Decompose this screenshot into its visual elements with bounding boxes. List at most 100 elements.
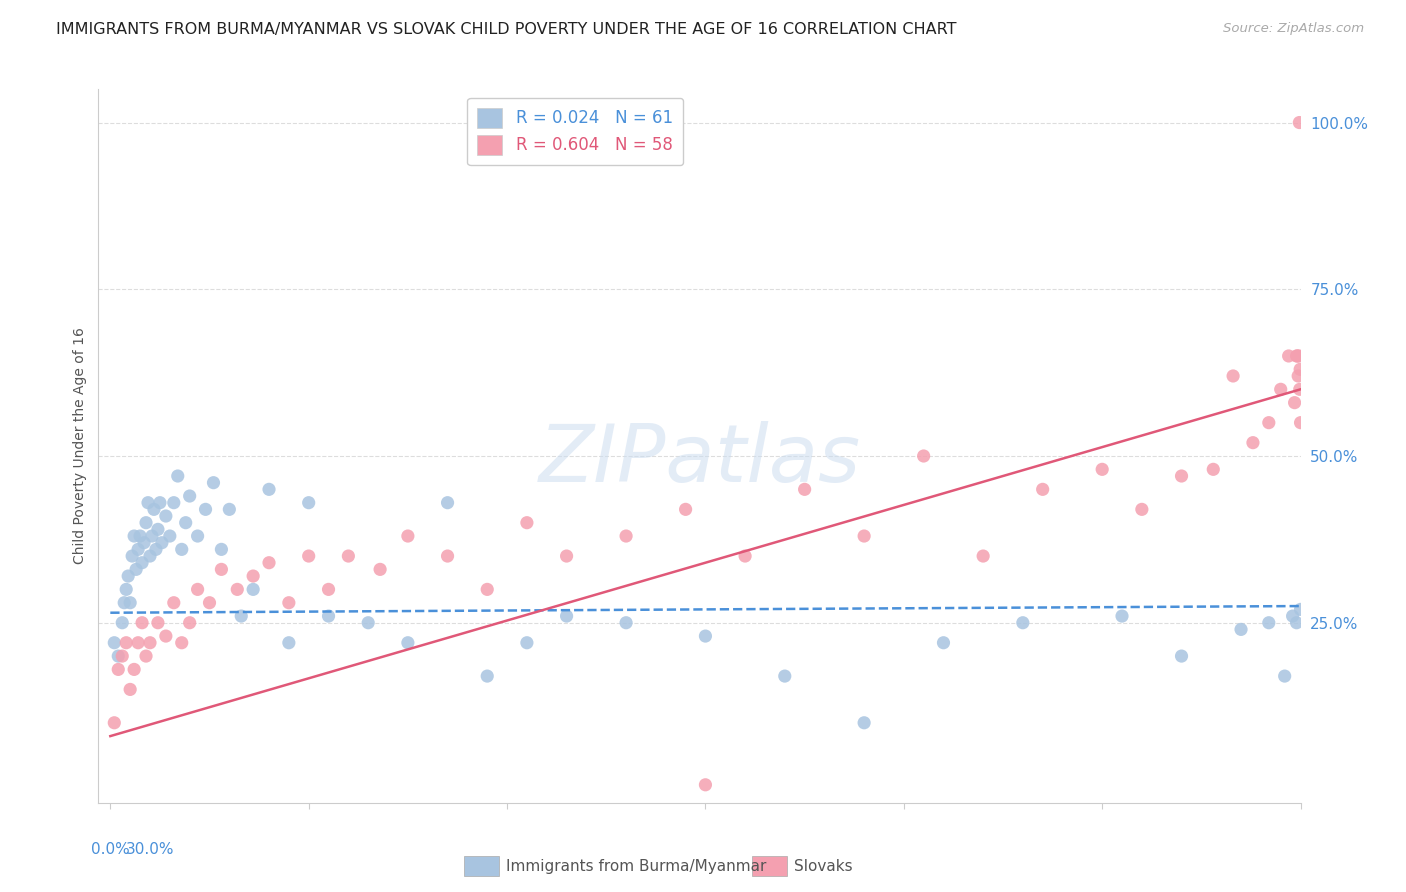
- Point: [1286, 349, 1309, 363]
- Point: [163, 496, 186, 510]
- Point: [614, 529, 637, 543]
- Point: [198, 596, 221, 610]
- Text: Slovaks: Slovaks: [794, 859, 853, 873]
- Point: [174, 516, 197, 530]
- Point: [146, 522, 169, 536]
- Point: [1111, 609, 1133, 624]
- Point: [912, 449, 935, 463]
- Point: [127, 636, 149, 650]
- Point: [107, 662, 129, 676]
- Point: [187, 582, 209, 597]
- Point: [1230, 623, 1253, 637]
- Point: [1032, 483, 1054, 497]
- Point: [277, 596, 299, 610]
- Point: [1257, 615, 1279, 630]
- Point: [115, 636, 138, 650]
- Point: [131, 615, 153, 630]
- Point: [187, 529, 209, 543]
- Point: [1222, 368, 1244, 383]
- Point: [477, 669, 499, 683]
- Point: [695, 778, 717, 792]
- Text: Source: ZipAtlas.com: Source: ZipAtlas.com: [1223, 22, 1364, 36]
- Point: [1288, 382, 1310, 396]
- Point: [734, 549, 756, 563]
- Point: [1011, 615, 1033, 630]
- Point: [125, 562, 148, 576]
- Point: [120, 682, 142, 697]
- Legend: R = 0.024   N = 61, R = 0.604   N = 58: R = 0.024 N = 61, R = 0.604 N = 58: [467, 97, 683, 165]
- Point: [163, 596, 186, 610]
- Point: [396, 529, 419, 543]
- Point: [773, 669, 796, 683]
- Y-axis label: Child Poverty Under the Age of 16: Child Poverty Under the Age of 16: [73, 327, 87, 565]
- Point: [209, 542, 232, 557]
- Point: [231, 609, 253, 624]
- Point: [1288, 115, 1310, 129]
- Point: [436, 549, 458, 563]
- Point: [298, 549, 321, 563]
- Point: [170, 542, 193, 557]
- Point: [1285, 349, 1308, 363]
- Point: [1130, 502, 1153, 516]
- Point: [111, 649, 134, 664]
- Text: Immigrants from Burma/Myanmar: Immigrants from Burma/Myanmar: [506, 859, 766, 873]
- Point: [357, 615, 380, 630]
- Point: [477, 582, 499, 597]
- Point: [145, 542, 167, 557]
- Point: [1284, 395, 1306, 409]
- Point: [257, 483, 280, 497]
- Point: [675, 502, 697, 516]
- Point: [112, 596, 135, 610]
- Point: [103, 715, 125, 730]
- Point: [1286, 368, 1309, 383]
- Point: [146, 615, 169, 630]
- Point: [218, 502, 240, 516]
- Point: [135, 649, 157, 664]
- Point: [1289, 416, 1312, 430]
- Point: [202, 475, 225, 490]
- Point: [149, 496, 172, 510]
- Point: [1257, 416, 1279, 430]
- Point: [853, 715, 876, 730]
- Point: [155, 509, 177, 524]
- Point: [121, 549, 143, 563]
- Point: [1170, 649, 1192, 664]
- Point: [695, 629, 717, 643]
- Point: [1278, 349, 1301, 363]
- Point: [194, 502, 217, 516]
- Point: [226, 582, 249, 597]
- Point: [614, 615, 637, 630]
- Point: [150, 535, 173, 549]
- Text: 0.0%: 0.0%: [91, 842, 129, 857]
- Point: [1274, 669, 1296, 683]
- Point: [107, 649, 129, 664]
- Point: [170, 636, 193, 650]
- Point: [368, 562, 391, 576]
- Point: [257, 556, 280, 570]
- Point: [1270, 382, 1292, 396]
- Point: [179, 615, 201, 630]
- Point: [209, 562, 232, 576]
- Point: [111, 615, 134, 630]
- Point: [1289, 362, 1312, 376]
- Point: [318, 609, 340, 624]
- Text: IMMIGRANTS FROM BURMA/MYANMAR VS SLOVAK CHILD POVERTY UNDER THE AGE OF 16 CORREL: IMMIGRANTS FROM BURMA/MYANMAR VS SLOVAK …: [56, 22, 956, 37]
- Point: [117, 569, 139, 583]
- Point: [122, 662, 145, 676]
- Point: [436, 496, 458, 510]
- Point: [122, 529, 145, 543]
- Point: [136, 496, 159, 510]
- Point: [179, 489, 201, 503]
- Point: [127, 542, 149, 557]
- Point: [793, 483, 815, 497]
- Point: [1202, 462, 1225, 476]
- Text: ZIPatlas: ZIPatlas: [538, 421, 860, 500]
- Point: [1091, 462, 1114, 476]
- Point: [1285, 615, 1308, 630]
- Point: [1241, 435, 1264, 450]
- Point: [318, 582, 340, 597]
- Point: [132, 535, 155, 549]
- Point: [103, 636, 125, 650]
- Point: [242, 569, 264, 583]
- Point: [129, 529, 152, 543]
